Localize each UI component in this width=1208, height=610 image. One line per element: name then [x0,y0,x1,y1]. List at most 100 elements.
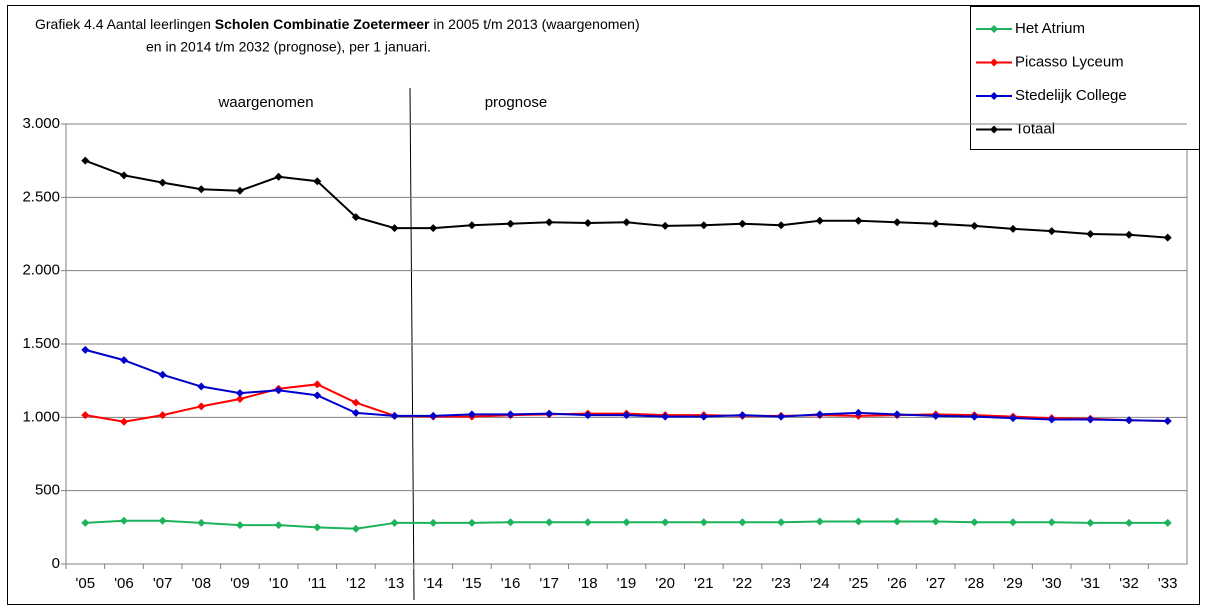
x-tick-label: '28 [965,575,985,592]
legend: Het Atrium Picasso Lyceum Stedelijk Colleg… [970,6,1200,150]
marker [622,218,631,227]
legend-label: Het Atrium [1015,20,1085,37]
marker [738,219,747,228]
legend-label: Totaal [1015,120,1055,137]
y-tick-label: 0 [52,555,60,572]
marker [583,219,592,227]
title-part: Scholen Combinatie Zoetermeer [215,16,430,32]
y-tick-label: 500 [35,482,60,499]
marker [390,224,399,233]
marker [197,185,206,194]
marker [197,518,206,527]
marker [119,171,128,180]
marker [1009,518,1018,527]
marker [429,224,438,233]
x-tick-label: '32 [1119,575,1139,592]
chart-subtitle: en in 2014 t/m 2032 (prognose), per 1 ja… [146,39,431,55]
marker [777,221,786,230]
marker [931,411,940,420]
x-tick-label: '20 [655,575,675,592]
marker [429,411,438,420]
marker [1009,224,1018,233]
marker [1163,518,1172,527]
marker [313,391,322,400]
title-part: Grafiek 4.4 Aantal leerlingen [35,16,211,32]
marker [815,216,824,225]
marker [545,218,554,227]
marker [351,398,360,407]
legend-marker [990,92,998,100]
x-tick-label: '13 [385,575,405,592]
x-tick-label: '16 [501,575,521,592]
marker [1047,415,1056,424]
marker [545,518,554,527]
x-tick-label: '33 [1158,575,1178,592]
y-tick-label: 1.000 [22,408,60,425]
x-tick-label: '29 [1003,575,1023,592]
y-tick-label: 2.000 [22,262,60,279]
y-tick-label: 1.500 [22,335,60,352]
marker [81,518,90,527]
marker [351,524,360,533]
marker [197,402,206,411]
x-tick-label: '09 [230,575,250,592]
marker [815,410,824,419]
marker [1125,518,1134,527]
legend-box [970,6,1200,150]
marker [235,395,244,403]
marker [622,411,631,420]
x-tick-label: '15 [462,575,482,592]
marker [1047,227,1056,236]
marker [738,518,747,527]
marker [158,411,167,420]
x-tick-label: '08 [192,575,212,592]
marker [1086,230,1095,238]
marker [467,221,476,230]
marker [583,518,592,527]
x-tick-label: '26 [887,575,907,592]
marker [699,221,708,230]
x-tick-label: '19 [617,575,637,592]
marker [970,518,979,527]
x-tick-label: '22 [733,575,753,592]
marker [931,517,940,526]
legend-marker [990,125,998,134]
marker [1125,416,1134,425]
x-tick-label: '25 [849,575,869,592]
marker [1086,518,1095,527]
marker [197,382,206,391]
legend-marker [990,25,998,33]
marker [81,345,90,354]
marker [274,172,283,181]
legend-marker [990,58,998,67]
marker [893,517,902,526]
marker [506,410,515,419]
marker [931,219,940,228]
annotation: prognose [485,94,548,111]
chart-title: Grafiek 4.4 Aantal leerlingen Scholen Co… [35,16,640,32]
marker [158,516,167,525]
x-tick-label: '17 [539,575,559,592]
x-tick-label: '31 [1081,575,1101,592]
marker [351,408,360,417]
marker [158,370,167,379]
marker [119,356,128,365]
marker [506,518,515,527]
marker [661,221,670,230]
x-tick-label: '18 [578,575,598,592]
marker [390,518,399,527]
marker [390,411,399,420]
marker [119,417,128,426]
marker [506,219,515,228]
marker [815,517,824,526]
marker [1047,518,1056,527]
marker [970,412,979,421]
marker [893,218,902,227]
x-tick-label: '14 [423,575,443,592]
x-tick-label: '12 [346,575,366,592]
marker [81,411,90,420]
title-part: in 2005 t/m 2013 (waargenomen) [433,16,639,32]
x-tick-label: '30 [1042,575,1062,592]
marker [699,518,708,527]
marker [1009,414,1018,423]
